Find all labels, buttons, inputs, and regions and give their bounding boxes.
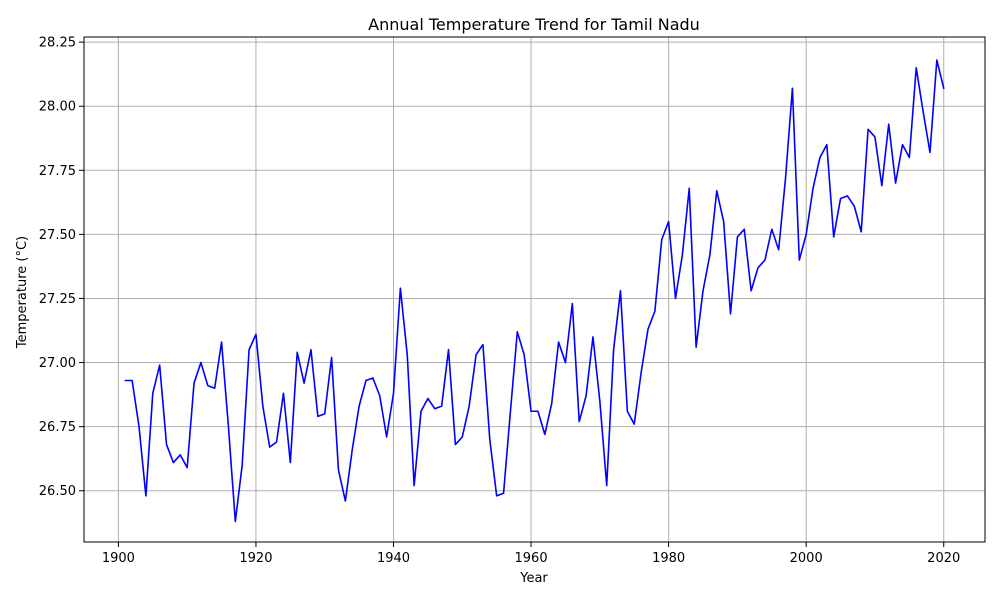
- y-tick-label: 27.25: [39, 292, 76, 307]
- y-axis-label: Temperature (°C): [15, 236, 30, 349]
- x-tick-label: 1920: [239, 551, 272, 566]
- chart-title: Annual Temperature Trend for Tamil Nadu: [368, 15, 700, 34]
- y-tick-label: 27.00: [39, 356, 76, 371]
- y-axis-ticks: 26.50 26.75 27.00 27.25 27.50 27.75 28.00 28.25: [39, 36, 84, 499]
- x-tick-label: 2020: [927, 551, 960, 566]
- temperature-series-line: [124, 59, 945, 523]
- y-tick-label: 26.50: [39, 484, 76, 499]
- y-tick-label: 28.25: [39, 36, 76, 51]
- y-tick-label: 26.75: [39, 420, 76, 435]
- plot-frame: [83, 36, 986, 543]
- x-tick-label: 2000: [790, 551, 823, 566]
- series-layer: [124, 59, 945, 523]
- y-tick-label: 27.50: [39, 228, 76, 243]
- x-tick-label: 1980: [652, 551, 685, 566]
- x-tick-label: 1900: [102, 551, 135, 566]
- x-axis-label: Year: [519, 571, 548, 586]
- y-tick-label: 28.00: [39, 100, 76, 115]
- x-tick-label: 1940: [377, 551, 410, 566]
- grid-lines: [84, 37, 985, 542]
- x-axis-ticks: 1900 1920 1940 1960 1980 2000 2020: [102, 542, 960, 566]
- x-tick-label: 1960: [515, 551, 548, 566]
- y-tick-label: 27.75: [39, 164, 76, 179]
